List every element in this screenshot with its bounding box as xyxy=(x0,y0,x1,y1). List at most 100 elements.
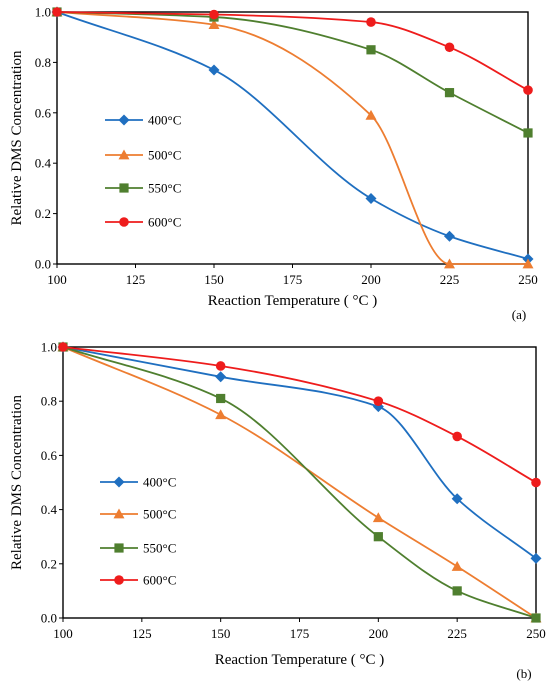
series-line xyxy=(62,346,537,560)
legend-item: 550°C xyxy=(100,541,176,556)
data-point xyxy=(372,512,384,523)
x-tick-label: 225 xyxy=(440,272,460,287)
data-point xyxy=(451,561,463,571)
x-tick-label: 150 xyxy=(211,626,231,641)
x-tick-label: 100 xyxy=(53,626,73,641)
y-tick-label: 0.6 xyxy=(35,105,52,120)
data-point xyxy=(531,613,541,623)
y-tick-label: 0.4 xyxy=(41,502,58,517)
legend-label: 550°C xyxy=(143,541,176,556)
x-tick-label: 250 xyxy=(526,626,546,641)
y-axis-title: Relative DMS Concentration xyxy=(9,50,25,225)
x-tick-label: 200 xyxy=(361,272,381,287)
data-point xyxy=(215,371,227,383)
series-line xyxy=(56,11,529,91)
data-point xyxy=(58,342,68,352)
data-point xyxy=(209,9,219,20)
legend-marker xyxy=(113,508,125,519)
legend-label: 600°C xyxy=(143,573,176,588)
data-point xyxy=(444,42,455,53)
x-tick-label: 250 xyxy=(518,272,538,287)
legend-item: 600°C xyxy=(100,573,176,588)
series-circle xyxy=(58,342,541,488)
legend-marker xyxy=(118,149,130,160)
series-triangle xyxy=(51,6,534,269)
data-point xyxy=(373,396,384,407)
legend-label: 400°C xyxy=(143,475,176,490)
x-tick-label: 175 xyxy=(290,626,310,641)
legend: 400°C 500°C 550°C 600°C xyxy=(105,113,181,230)
legend-marker xyxy=(119,217,129,227)
data-point xyxy=(365,109,377,120)
x-axis-title: Reaction Temperature ( °C ) xyxy=(208,293,378,309)
chart-panel-b: 0.0 0.2 0.4 0.6 0.8 1.0 100 125 150 175 200 225 250 R… xyxy=(9,340,546,682)
data-point xyxy=(365,192,377,204)
legend-item: 500°C xyxy=(105,148,181,163)
legend-marker xyxy=(114,543,124,553)
data-point xyxy=(523,85,533,95)
series-line xyxy=(62,346,537,484)
legend-label: 500°C xyxy=(143,507,176,522)
panel-label: (a) xyxy=(512,307,526,322)
chart-panel-a: 0.0 0.2 0.4 0.6 0.8 1.0 100 125 150 175 200 225 250 R… xyxy=(9,5,538,323)
legend: 400°C 500°C 550°C 600°C xyxy=(100,475,176,588)
x-tick-label: 200 xyxy=(369,626,389,641)
data-point xyxy=(208,19,220,29)
series-line xyxy=(56,11,529,260)
y-tick-label: 0.6 xyxy=(41,448,58,463)
y-tick-label: 1.0 xyxy=(41,340,57,355)
y-tick-label: 0.0 xyxy=(35,257,51,272)
legend-marker xyxy=(114,575,124,585)
data-point xyxy=(530,552,542,564)
x-tick-label: 225 xyxy=(447,626,467,641)
data-point xyxy=(451,493,463,505)
data-point xyxy=(373,532,383,542)
y-tick-label: 1.0 xyxy=(35,5,51,20)
legend-marker xyxy=(119,183,129,193)
y-tick-label: 0.8 xyxy=(35,55,51,70)
x-tick-label: 125 xyxy=(132,626,152,641)
series-line xyxy=(62,346,537,619)
data-point xyxy=(215,409,227,420)
data-point xyxy=(452,586,462,596)
data-point xyxy=(52,7,62,17)
data-point xyxy=(366,45,376,55)
y-tick-label: 0.0 xyxy=(41,611,57,626)
legend-marker xyxy=(113,476,125,488)
data-point xyxy=(523,128,533,138)
legend-label: 600°C xyxy=(148,215,181,230)
data-point xyxy=(452,431,462,442)
y-tick-label: 0.2 xyxy=(41,556,57,571)
data-point xyxy=(531,477,541,488)
legend-item: 600°C xyxy=(105,215,181,230)
legend-label: 400°C xyxy=(148,113,181,128)
legend-marker xyxy=(118,114,130,126)
data-point xyxy=(444,88,455,98)
panel-label: (b) xyxy=(516,666,531,681)
x-tick-label: 125 xyxy=(126,272,146,287)
series-line xyxy=(56,11,529,134)
legend-item: 400°C xyxy=(105,113,181,128)
x-tick-label: 175 xyxy=(283,272,303,287)
y-tick-label: 0.8 xyxy=(41,394,57,409)
series-line xyxy=(62,346,537,619)
data-point xyxy=(216,393,226,404)
data-point xyxy=(215,361,226,371)
x-tick-label: 100 xyxy=(47,272,67,287)
series-circle xyxy=(52,7,533,95)
data-point xyxy=(444,230,455,242)
data-point xyxy=(444,258,455,269)
legend-item: 550°C xyxy=(105,181,181,196)
data-point xyxy=(366,17,376,27)
y-tick-label: 0.2 xyxy=(35,206,51,221)
y-axis-title: Relative DMS Concentration xyxy=(9,395,25,570)
data-point xyxy=(208,64,220,76)
x-tick-label: 150 xyxy=(204,272,224,287)
legend-label: 500°C xyxy=(148,148,181,163)
y-tick-label: 0.4 xyxy=(35,156,52,171)
legend-label: 550°C xyxy=(148,181,181,196)
data-point xyxy=(522,258,534,269)
x-axis-title: Reaction Temperature ( °C ) xyxy=(215,652,385,668)
legend-item: 400°C xyxy=(100,475,176,490)
